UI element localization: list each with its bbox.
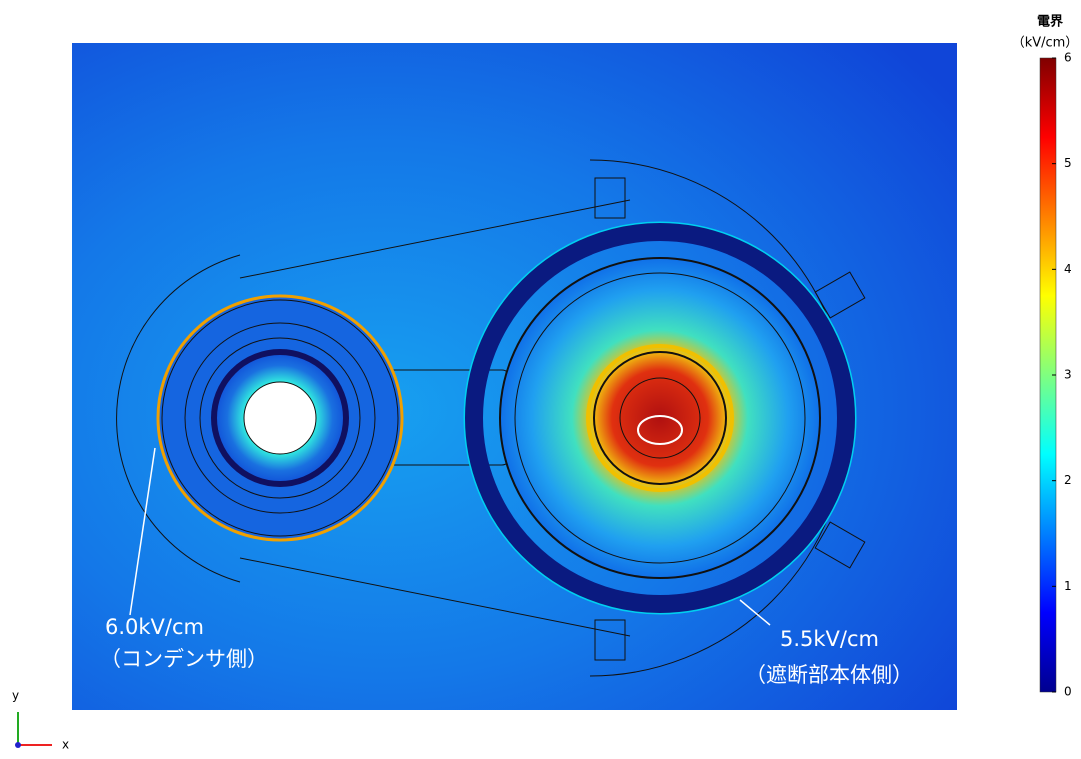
colorbar-unit: （kV/cm）: [1012, 36, 1079, 51]
colorbar-tick-label: 3: [1064, 368, 1072, 382]
colorbar-tick-label: 6: [1064, 51, 1072, 65]
annotation: 5.5kV/cm: [780, 627, 879, 651]
axis-triad: y x: [12, 689, 69, 752]
axis-label: y: [12, 689, 19, 703]
annotation: 6.0kV/cm: [105, 615, 204, 639]
annotation: （コンデンサ側）: [100, 647, 268, 671]
colorbar-tick-label: 0: [1064, 685, 1072, 699]
annotation: （遮断部本体側）: [745, 663, 913, 687]
axis-label: x: [62, 738, 69, 752]
field-map: [72, 43, 957, 710]
colorbar-tick-label: 4: [1064, 262, 1072, 276]
colorbar-tick-label: 2: [1064, 473, 1072, 487]
colorbar-tick-label: 5: [1064, 156, 1072, 170]
colorbar-tick-label: 1: [1064, 579, 1072, 593]
colorbar-title: 電界: [1037, 14, 1063, 30]
